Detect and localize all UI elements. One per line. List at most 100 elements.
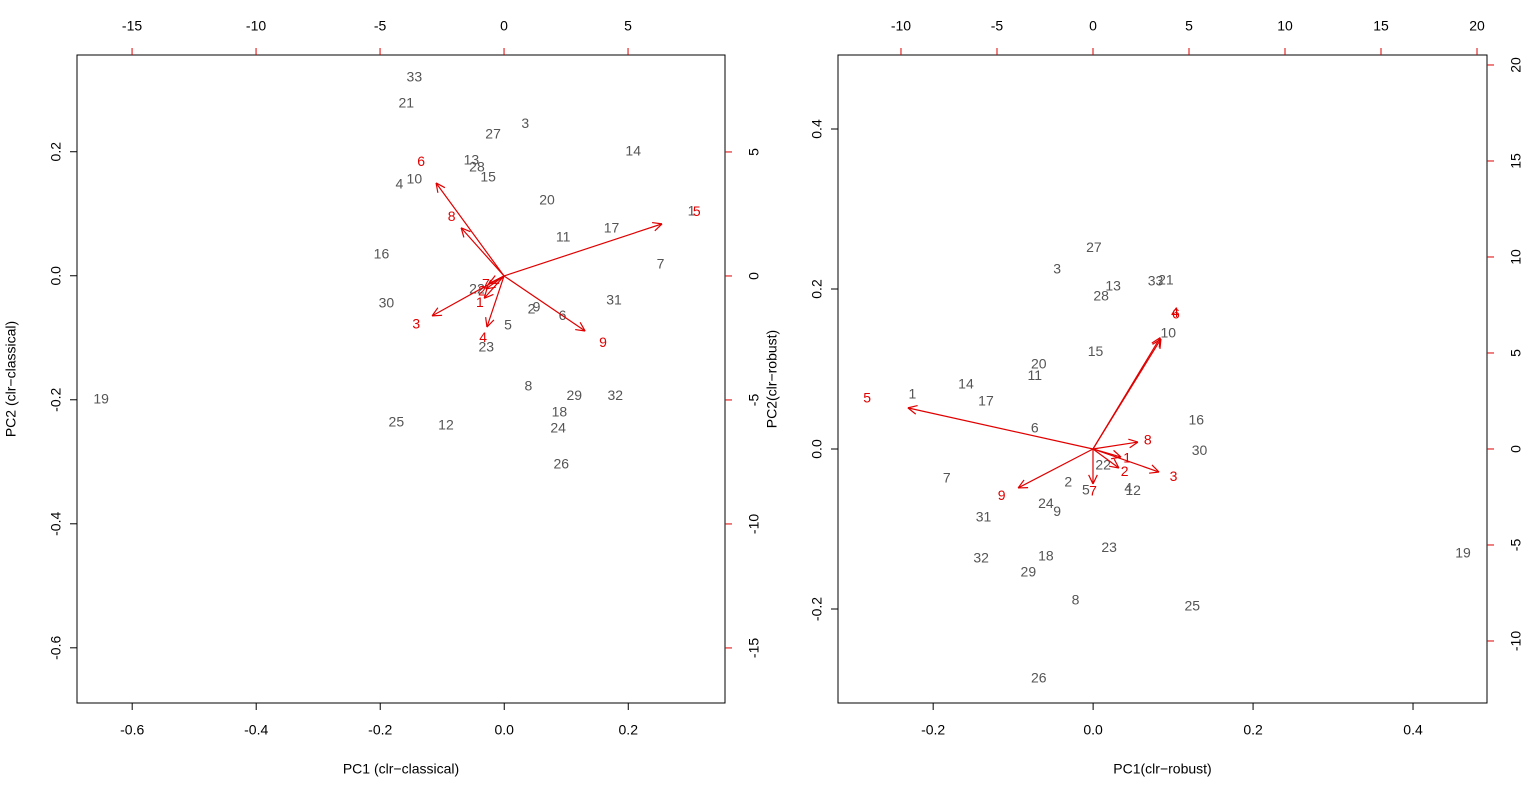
- x2-tick-label: 0: [1089, 18, 1097, 34]
- arrow-head: [485, 286, 496, 290]
- arrow-head: [460, 227, 465, 238]
- point-label: 10: [1161, 325, 1177, 341]
- arrow-head: [1092, 474, 1098, 485]
- x2-tick-label: 0: [500, 18, 508, 34]
- x-tick-label: 0.0: [1083, 722, 1103, 738]
- point-label: 18: [1038, 548, 1054, 564]
- point-label: 19: [1455, 545, 1471, 561]
- x-tick-label: 0.2: [1243, 722, 1263, 738]
- arrow-head: [435, 182, 439, 193]
- loading-arrow: [907, 405, 1094, 450]
- point-label: 6: [559, 307, 567, 323]
- point-label: 23: [1101, 539, 1117, 555]
- point-label: 15: [1088, 343, 1104, 359]
- arrow-head: [432, 314, 443, 317]
- point-label: 21: [398, 95, 414, 111]
- point-label: 25: [389, 413, 405, 429]
- x2-tick-label: -10: [246, 18, 266, 34]
- loading-arrow: [1092, 448, 1120, 469]
- y2-tick-label: 0: [1508, 445, 1524, 453]
- arrow-head: [1113, 449, 1122, 458]
- y2-tick-label: 0: [746, 272, 762, 280]
- point-label: 3: [521, 115, 529, 131]
- y-tick-label: 0.2: [48, 142, 64, 162]
- arrow-label: 7: [1089, 482, 1097, 498]
- arrow-head: [1152, 338, 1162, 345]
- point-label: 16: [1189, 412, 1205, 428]
- y-axis-title: PC2 (clr−classical): [3, 321, 19, 437]
- arrow-shaft: [1092, 338, 1162, 450]
- x2-tick-label: 10: [1277, 18, 1293, 34]
- plot-frame: [837, 54, 1488, 704]
- arrow-head: [907, 407, 917, 415]
- arrow-head: [1017, 479, 1025, 489]
- loading-arrow: [1088, 448, 1098, 485]
- x2-tick-label: 5: [1185, 18, 1193, 34]
- y2-tick-label: -15: [746, 638, 762, 658]
- y2-tick-label: 10: [1508, 249, 1524, 265]
- point-label: 20: [539, 191, 555, 207]
- arrow-head: [1113, 458, 1120, 469]
- point-label: 32: [607, 387, 623, 403]
- x-tick-label: -0.2: [368, 722, 392, 738]
- point-label: 1: [908, 385, 916, 401]
- point-label: 26: [1031, 670, 1047, 686]
- arrow-label: 3: [412, 315, 420, 331]
- arrow-label: 3: [1170, 468, 1178, 484]
- arrow-head: [435, 182, 446, 189]
- arrow-shaft: [1092, 448, 1120, 469]
- arrow-label: 4: [1171, 304, 1179, 320]
- loading-arrow: [485, 275, 505, 328]
- arrow-head: [907, 405, 918, 409]
- point-label: 31: [976, 509, 992, 525]
- x-tick-label: 0.4: [1403, 722, 1423, 738]
- x2-tick-label: -5: [374, 18, 387, 34]
- arrow-label: 5: [693, 203, 701, 219]
- x-axis-title: PC1 (clr−classical): [343, 761, 459, 777]
- x2-tick-label: -15: [122, 18, 142, 34]
- point-label: 24: [550, 420, 566, 436]
- y2-tick-label: 20: [1508, 57, 1524, 73]
- arrow-label: 6: [1172, 305, 1180, 321]
- point-label: 26: [554, 456, 570, 472]
- arrow-label: 8: [1144, 431, 1152, 447]
- arrow-label: 2: [478, 282, 486, 298]
- arrow-label: 7: [482, 276, 490, 292]
- arrow-head: [1149, 471, 1160, 474]
- point-label: 28: [1093, 288, 1109, 304]
- point-label: 5: [504, 317, 512, 333]
- arrow-shaft: [486, 275, 505, 328]
- point-label: 7: [657, 255, 665, 271]
- y2-tick-label: 5: [746, 148, 762, 156]
- arrow-label: 6: [417, 153, 425, 169]
- point-label: 10: [407, 170, 423, 186]
- x-tick-label: -0.2: [921, 722, 945, 738]
- point-label: 12: [1125, 482, 1141, 498]
- point-label: 23: [478, 338, 494, 354]
- arrow-label: 2: [1121, 463, 1129, 479]
- arrow-shaft: [488, 275, 505, 284]
- arrow-head: [654, 223, 663, 232]
- arrow-label: 9: [998, 487, 1006, 503]
- x-tick-label: -0.6: [120, 722, 144, 738]
- point-label: 5: [1082, 481, 1090, 497]
- y-tick-label: -0.6: [48, 636, 64, 660]
- y2-tick-label: -5: [746, 394, 762, 407]
- point-label: 6: [1031, 420, 1039, 436]
- point-label: 33: [407, 69, 423, 85]
- y-tick-label: -0.4: [48, 512, 64, 536]
- point-label: 24: [1038, 495, 1054, 511]
- x2-tick-label: -10: [891, 18, 911, 34]
- point-label: 32: [973, 549, 989, 565]
- loading-arrow: [435, 182, 505, 277]
- y-tick-label: 0.4: [809, 119, 825, 139]
- y-axis-title: PC2(clr−robust): [764, 330, 780, 428]
- x-tick-label: 0.0: [495, 722, 515, 738]
- point-label: 11: [556, 229, 571, 245]
- arrow-head: [1159, 338, 1162, 349]
- point-label: 2: [1064, 473, 1072, 489]
- arrow-shaft: [503, 275, 586, 332]
- point-label: 18: [552, 403, 568, 419]
- arrow-label: 1: [1123, 450, 1131, 466]
- y2-tick-label: 5: [1508, 349, 1524, 357]
